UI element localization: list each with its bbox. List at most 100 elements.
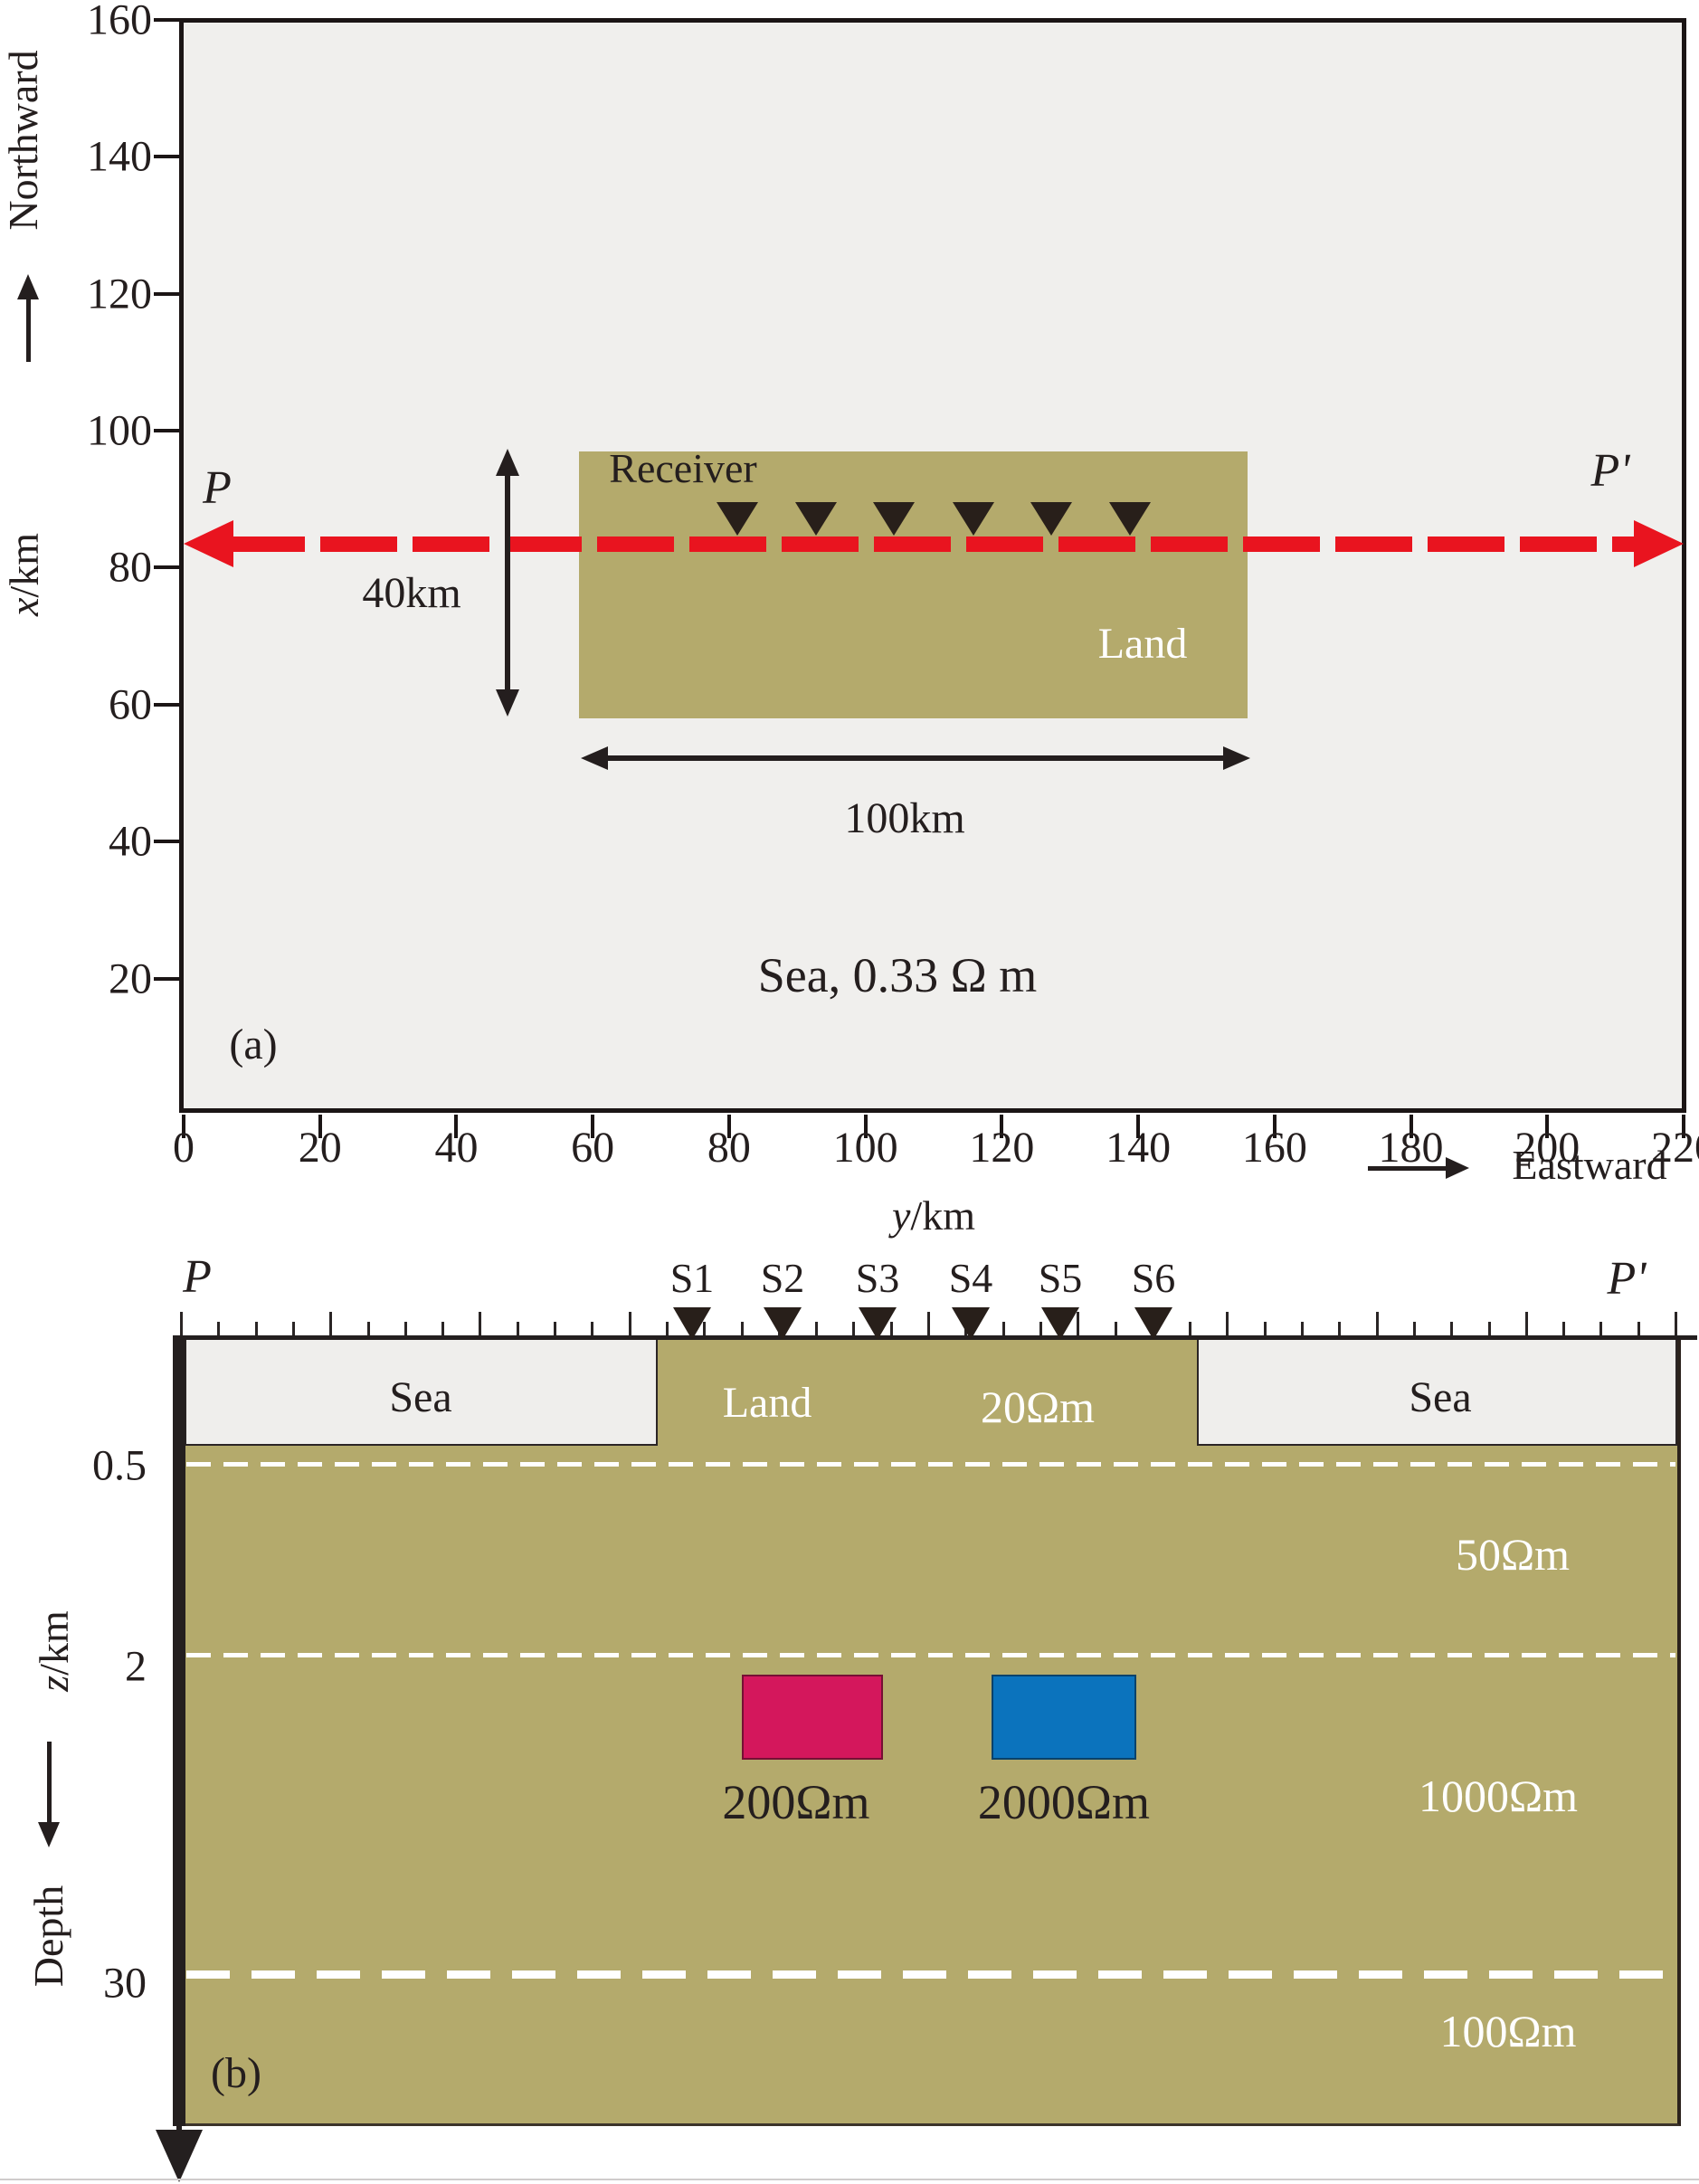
ruler-tick-27	[1189, 1322, 1192, 1335]
profile-arrowhead-right-icon	[1634, 520, 1684, 567]
ruler-tick-0	[180, 1312, 183, 1335]
ruler-tick-6	[403, 1322, 407, 1335]
y-tick-label-40: 40	[109, 817, 152, 866]
receiver-triangle-icon-6	[1109, 502, 1152, 536]
x-tick-label-220: 220	[1651, 1124, 1699, 1172]
ruler-tick-3	[291, 1322, 295, 1335]
y-tick-label-60: 60	[109, 680, 152, 729]
x-tick-mark-200	[1545, 1115, 1550, 1138]
ruler-tick-8	[479, 1312, 482, 1335]
y-tick-label-140: 140	[87, 132, 152, 181]
ruler-tick-37	[1562, 1322, 1566, 1335]
ruler-tick-30	[1301, 1322, 1304, 1335]
station-triangle-icon-s3	[859, 1307, 897, 1340]
depth-tick-label-2: 2	[125, 1642, 147, 1691]
depth-axis-bar	[173, 1335, 185, 2126]
panel-a-p-prime-label: P'	[1590, 445, 1630, 497]
station-triangle-icon-s5	[1041, 1307, 1079, 1340]
block-200ohm	[742, 1675, 883, 1760]
x-tick-mark-100	[863, 1115, 868, 1138]
z-axis-var: z	[31, 1675, 77, 1692]
ruler-tick-2	[254, 1322, 258, 1335]
sea-resistivity-label: Sea, 0.33 Ω m	[757, 948, 1038, 1002]
ruler-tick-36	[1524, 1312, 1528, 1335]
station-triangle-icon-s4	[952, 1307, 990, 1340]
panel-b-sea-right-label: Sea	[1409, 1373, 1472, 1421]
x-tick-mark-120	[1000, 1115, 1004, 1138]
z-axis-label: z/km	[31, 1610, 77, 1692]
station-label-s2: S2	[760, 1255, 805, 1301]
depth-direction-arrow-shaft	[47, 1742, 52, 1825]
panel-b-sea-right	[1197, 1340, 1677, 1446]
x-tick-mark-220	[1682, 1115, 1685, 1138]
station-triangle-icon-s1	[673, 1307, 711, 1340]
ruler-tick-35	[1487, 1322, 1491, 1335]
depth-tick-label-30: 30	[103, 1959, 147, 2008]
profile-arrowhead-left-icon	[184, 520, 233, 567]
x-tick-label-100: 100	[832, 1124, 898, 1172]
x-axis-unit: /km	[910, 1192, 975, 1239]
panel-b-subsurface	[179, 1340, 1681, 2126]
eastward-arrow-shaft	[1368, 1166, 1446, 1171]
block-2000ohm-label: 2000Ωm	[977, 1775, 1151, 1829]
x-tick-mark-40	[454, 1115, 459, 1138]
ruler-tick-18	[852, 1322, 856, 1335]
panel-a-p-label: P	[203, 462, 232, 514]
ruler-tick-9	[516, 1322, 519, 1335]
ruler-tick-38	[1599, 1322, 1603, 1335]
ruler-tick-12	[628, 1312, 631, 1335]
ruler-tick-39	[1637, 1322, 1640, 1335]
block-200ohm-label: 200Ωm	[722, 1775, 870, 1829]
x-axis-var: y	[892, 1192, 911, 1239]
height-arrow-label: 40km	[362, 569, 461, 617]
layer3-resistivity-label: 1000Ωm	[1418, 1771, 1579, 1821]
x-tick-label-60: 60	[571, 1124, 615, 1172]
depth-direction-arrow-icon	[38, 1822, 60, 1847]
station-label-s1: S1	[669, 1255, 715, 1301]
receiver-triangle-icon-2	[794, 502, 837, 536]
ruler-tick-25	[1114, 1322, 1117, 1335]
receiver-triangle-icon-4	[952, 502, 994, 536]
y-tick-mark-140	[154, 155, 179, 159]
y-tick-label-100: 100	[87, 406, 152, 455]
ruler-tick-17	[815, 1322, 819, 1335]
panel-b-p-prime-label: P'	[1607, 1253, 1647, 1305]
x-tick-label-20: 20	[298, 1124, 342, 1172]
y-axis-var: x	[1, 597, 47, 616]
depth-axis-label: Depth	[25, 1885, 71, 1988]
eastward-arrow-icon	[1446, 1157, 1469, 1179]
ruler-tick-15	[740, 1322, 744, 1335]
y-tick-label-20: 20	[109, 954, 152, 1003]
block-2000ohm	[992, 1675, 1136, 1760]
receiver-triangle-icon-5	[1030, 502, 1073, 536]
y-tick-mark-160	[154, 17, 179, 22]
layer-boundary-0-5km	[186, 1462, 1675, 1467]
width-arrow-label: 100km	[844, 794, 965, 842]
panel-a-tag: (a)	[229, 1021, 278, 1068]
x-tick-label-180: 180	[1378, 1124, 1444, 1172]
northward-arrow-shaft	[26, 297, 31, 362]
depth-axis-arrow-icon	[156, 2130, 203, 2182]
panel-b-surface-line	[173, 1335, 1697, 1340]
panel-b-tag: (b)	[211, 2049, 261, 2097]
ruler-tick-40	[1675, 1312, 1677, 1335]
ruler-tick-28	[1226, 1312, 1229, 1335]
ruler-tick-34	[1450, 1322, 1454, 1335]
ruler-tick-31	[1338, 1322, 1342, 1335]
station-label-s5: S5	[1038, 1255, 1083, 1301]
x-tick-label-40: 40	[434, 1124, 479, 1172]
northward-arrow-icon	[17, 274, 39, 299]
y-axis-label: x/km	[1, 533, 47, 616]
depth-tick-label-0-5: 0.5	[92, 1441, 147, 1490]
ruler-tick-23	[1039, 1322, 1042, 1335]
x-tick-label-120: 120	[969, 1124, 1035, 1172]
ruler-tick-1	[217, 1322, 221, 1335]
z-axis-unit: /km	[31, 1610, 77, 1676]
x-tick-label-140: 140	[1106, 1124, 1172, 1172]
profile-dashed-line	[228, 536, 1637, 552]
x-axis-direction-label: Eastward	[1512, 1142, 1667, 1188]
width-arrow-left-icon	[581, 746, 608, 770]
x-tick-label-80: 80	[707, 1124, 751, 1172]
layer2-resistivity-label: 50Ωm	[1455, 1529, 1571, 1580]
